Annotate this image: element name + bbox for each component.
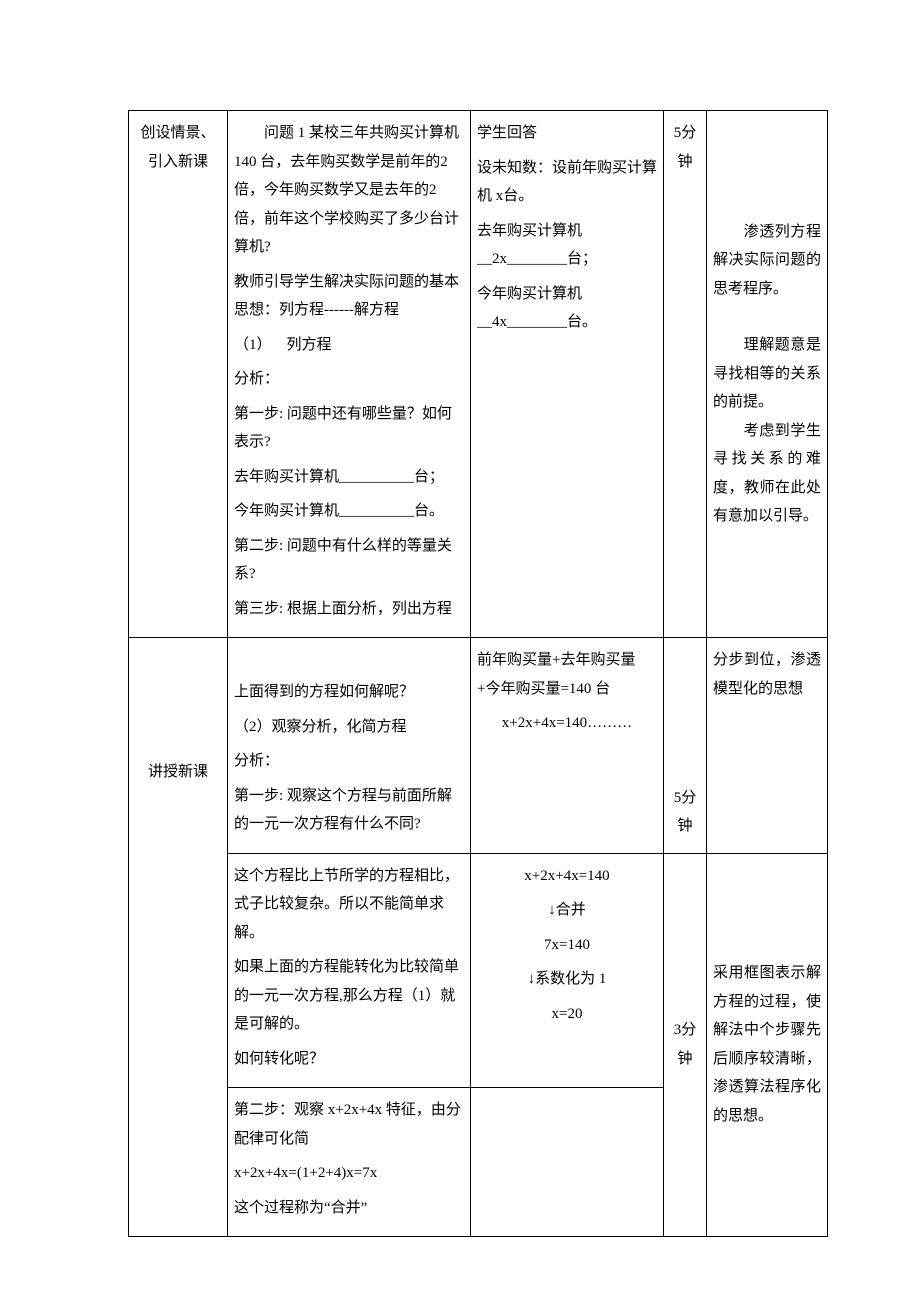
- teacher-para: 分析：: [234, 365, 464, 394]
- student-para: 去年购买计算机__2x________台；: [477, 217, 657, 274]
- student-para: 今年购买计算机__4x________台。: [477, 280, 657, 337]
- teacher-para: 问题 1 某校三年共购买计算机140 台，去年购买数学是前年的2 倍，今年购买数…: [234, 119, 464, 262]
- stage-text: 引入新课: [135, 148, 221, 177]
- teacher-para: 第一步: 问题中还有哪些量？如何表示?: [234, 400, 464, 457]
- student-para: 7x=140: [477, 931, 657, 960]
- cell-student-1: 学生回答 设未知数：设前年购买计算机 x台。 去年购买计算机__2x______…: [471, 111, 664, 638]
- cell-stage-1: 创设情景、 引入新课: [129, 111, 228, 638]
- table-row: 创设情景、 引入新课 问题 1 某校三年共购买计算机140 台，去年购买数学是前…: [129, 111, 828, 638]
- student-para: ↓系数化为 1: [477, 965, 657, 994]
- note-para: 理解题意是寻找相等的关系的前提。: [713, 331, 821, 417]
- teacher-para: （2）观察分析，化简方程: [234, 713, 464, 742]
- table-row: 讲授新课 上面得到的方程如何解呢？ （2）观察分析，化简方程 分析： 第一步: …: [129, 638, 828, 854]
- note-para: 考虑到学生寻找关系的难度，教师在此处有意加以引导。: [713, 417, 821, 531]
- cell-student-4: [471, 1088, 664, 1237]
- cell-student-2: 前年购买量+去年购买量+今年购买量=140 台 x+2x+4x=140………: [471, 638, 664, 854]
- teacher-para: 今年购买计算机__________台。: [234, 497, 464, 526]
- table-row: 这个方程比上节所学的方程相比，式子比较复杂。所以不能简单求解。 如果上面的方程能…: [129, 853, 828, 1088]
- cell-teacher-4: 第二步：观察 x+2x+4x 特征，由分配律可化简 x+2x+4x=(1+2+4…: [228, 1088, 471, 1237]
- student-para: ↓合并: [477, 896, 657, 925]
- teacher-para: 上面得到的方程如何解呢？: [234, 678, 464, 707]
- student-para: x+2x+4x=140………: [477, 709, 657, 738]
- student-para: x=20: [477, 1000, 657, 1029]
- teacher-para: 第二步: 问题中有什么样的等量关系?: [234, 532, 464, 589]
- teacher-para: 这个过程称为“合并”: [234, 1194, 464, 1223]
- student-para: 设未知数：设前年购买计算机 x台。: [477, 154, 657, 211]
- teacher-para: 第二步：观察 x+2x+4x 特征，由分配律可化简: [234, 1096, 464, 1153]
- cell-teacher-2: 上面得到的方程如何解呢？ （2）观察分析，化简方程 分析： 第一步: 观察这个方…: [228, 638, 471, 854]
- student-para: 前年购买量+去年购买量+今年购买量=140 台: [477, 646, 657, 703]
- student-para: 学生回答: [477, 119, 657, 148]
- teacher-para: 去年购买计算机__________台；: [234, 463, 464, 492]
- page: 创设情景、 引入新课 问题 1 某校三年共购买计算机140 台，去年购买数学是前…: [0, 0, 920, 1297]
- note-para: 渗透列方程解决实际问题的思考程序。: [713, 218, 821, 304]
- cell-stage-2: 讲授新课: [129, 638, 228, 1237]
- teacher-para: 教师引导学生解决实际问题的基本思想：列方程------解方程: [234, 268, 464, 325]
- cell-teacher-1: 问题 1 某校三年共购买计算机140 台，去年购买数学是前年的2 倍，今年购买数…: [228, 111, 471, 638]
- cell-student-3: x+2x+4x=140 ↓合并 7x=140 ↓系数化为 1 x=20: [471, 853, 664, 1088]
- stage-text: 创设情景、: [135, 119, 221, 148]
- cell-time-3: 3分钟: [664, 853, 707, 1237]
- lesson-plan-table: 创设情景、 引入新课 问题 1 某校三年共购买计算机140 台，去年购买数学是前…: [128, 110, 828, 1237]
- teacher-para: 第一步: 观察这个方程与前面所解的一元一次方程有什么不同?: [234, 782, 464, 839]
- teacher-para: 这个方程比上节所学的方程相比，式子比较复杂。所以不能简单求解。: [234, 862, 464, 948]
- cell-note-1: 渗透列方程解决实际问题的思考程序。 理解题意是寻找相等的关系的前提。 考虑到学生…: [707, 111, 828, 638]
- cell-time-1: 5分钟: [664, 111, 707, 638]
- student-para: x+2x+4x=140: [477, 862, 657, 891]
- cell-teacher-3: 这个方程比上节所学的方程相比，式子比较复杂。所以不能简单求解。 如果上面的方程能…: [228, 853, 471, 1088]
- teacher-para: x+2x+4x=(1+2+4)x=7x: [234, 1159, 464, 1188]
- cell-note-2: 分步到位，渗透模型化的思想: [707, 638, 828, 854]
- cell-note-3: 采用框图表示解方程的过程，使解法中个步骤先后顺序较清晰，渗透算法程序化的思想。: [707, 853, 828, 1237]
- stage-text: 讲授新课: [135, 758, 221, 787]
- teacher-para: 如果上面的方程能转化为比较简单的一元一次方程,那么方程（1）就是可解的。: [234, 953, 464, 1039]
- teacher-para: （1） 列方程: [234, 331, 464, 360]
- teacher-para: 如何转化呢？: [234, 1045, 464, 1074]
- cell-time-2: 5分钟: [664, 638, 707, 854]
- teacher-para: 分析：: [234, 747, 464, 776]
- teacher-para: 第三步: 根据上面分析，列出方程: [234, 595, 464, 624]
